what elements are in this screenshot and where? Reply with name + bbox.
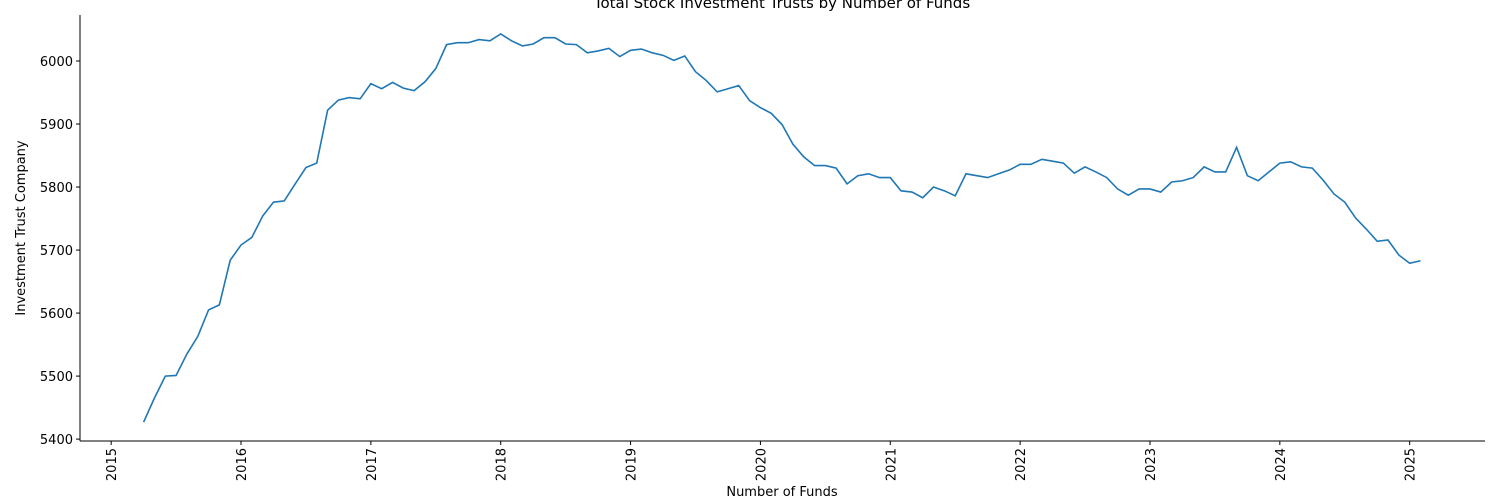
x-tick-label: 2015 [105, 448, 120, 481]
x-tick-label: 2019 [625, 448, 640, 481]
x-tick-label: 2020 [754, 448, 769, 481]
x-tick-label: 2024 [1274, 448, 1289, 481]
x-tick-label: 2021 [884, 448, 899, 481]
line-series [142, 32, 1421, 423]
y-tick-label: 5600 [40, 307, 73, 322]
y-tick-label: 5500 [40, 370, 73, 385]
y-tick-label: 5700 [40, 244, 73, 259]
y-tick-label: 5800 [40, 181, 73, 196]
y-tick-label: 5400 [40, 433, 73, 448]
x-axis-label: Number of Funds [726, 485, 838, 500]
y-axis-label: Investment Trust Company [14, 140, 29, 316]
x-tick-label: 2025 [1404, 448, 1419, 481]
y-tick-label: 6000 [40, 55, 73, 70]
y-tick-label: 5900 [40, 118, 73, 133]
x-tick-label: 2018 [495, 448, 510, 481]
x-tick-label: 2022 [1014, 448, 1029, 481]
chart-title: Total Stock Investment Trusts by Number … [593, 0, 970, 12]
x-tick-label: 2016 [235, 448, 250, 481]
x-tick-label: 2017 [365, 448, 380, 481]
x-tick-label: 2023 [1144, 448, 1159, 481]
